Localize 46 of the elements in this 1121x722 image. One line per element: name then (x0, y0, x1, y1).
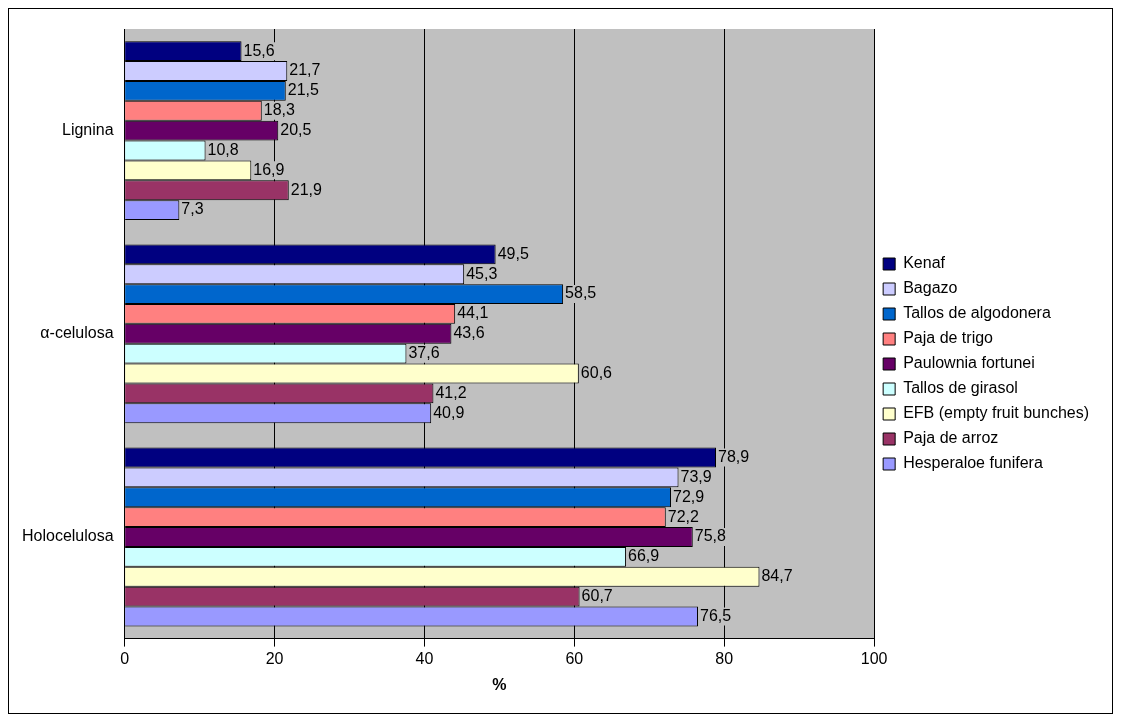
legend-label: Tallos de girasol (903, 379, 1018, 397)
legend-label: Kenaf (903, 254, 946, 272)
x-tick-label: 100 (860, 649, 888, 667)
data-label: 76,5 (700, 606, 732, 624)
data-label: 37,6 (408, 344, 440, 362)
y-tick-label: Lignina (62, 121, 114, 139)
data-label: 45,3 (466, 264, 498, 282)
legend-label: Tallos de algodonera (903, 304, 1051, 322)
x-tick-label: 40 (415, 649, 434, 667)
data-label: 21,7 (289, 61, 321, 79)
data-label: 18,3 (263, 101, 296, 119)
legend-label: Paulownia fortunei (903, 354, 1035, 372)
data-label: 10,8 (207, 140, 239, 158)
data-label: 58,5 (565, 284, 597, 302)
data-label: 60,7 (581, 587, 613, 605)
data-label: 20,5 (280, 121, 312, 139)
x-tick-label: 0 (120, 649, 130, 667)
data-label: 73,9 (680, 467, 712, 485)
x-tick-label: 20 (265, 649, 284, 667)
legend-label: Paja de arroz (903, 429, 999, 447)
data-label: 66,9 (628, 547, 660, 565)
legend-label: EFB (empty fruit bunches) (903, 404, 1089, 422)
data-label: 16,9 (253, 160, 285, 178)
data-label: 72,9 (673, 487, 705, 505)
data-label: 43,6 (453, 324, 485, 342)
data-label: 75,8 (694, 527, 727, 545)
data-label: 72,2 (667, 507, 700, 525)
data-label: 78,9 (718, 447, 750, 465)
data-label: 84,7 (761, 567, 793, 585)
legend-label: Paja de trigo (903, 329, 994, 347)
data-label: 49,5 (497, 244, 529, 262)
data-label: 15,6 (243, 41, 275, 59)
data-label: 60,6 (580, 363, 613, 381)
y-tick-label: Holocelulosa (22, 527, 114, 545)
data-label: 7,3 (181, 200, 204, 218)
x-tick-label: 80 (715, 649, 734, 667)
y-tick-label: α-celulosa (40, 324, 114, 342)
data-label: 44,1 (457, 304, 489, 322)
x-tick-label: 60 (565, 649, 584, 667)
data-label: 40,9 (433, 403, 465, 421)
x-axis-title: % (492, 675, 507, 693)
data-label: 41,2 (435, 383, 467, 401)
data-label: 21,5 (287, 81, 319, 99)
data-label: 21,9 (290, 180, 322, 198)
legend-label: Bagazo (903, 279, 958, 297)
legend-label: Hesperaloe funifera (903, 454, 1043, 472)
